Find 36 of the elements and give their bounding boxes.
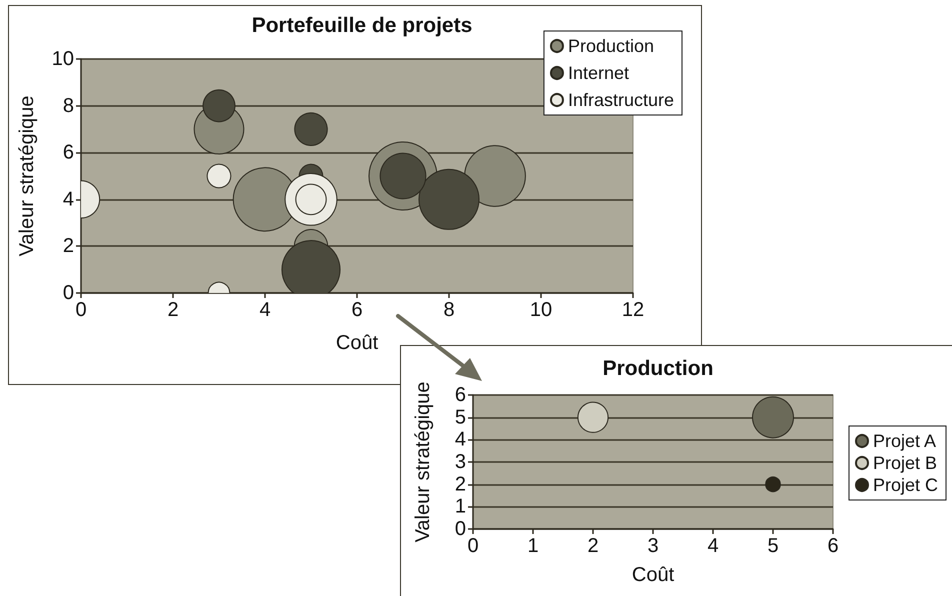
x-tick-label: 4 [259,299,271,321]
y-axis-title: Valeur stratégique [16,96,38,256]
x-tick-label: 2 [167,299,179,321]
legend-label: Internet [568,63,630,83]
legend-label: Infrastructure [568,90,674,110]
y-tick-label: 2 [454,473,466,496]
y-tick-label: 2 [62,235,74,258]
y-tick-label: 3 [454,451,466,473]
x-tick-label: 10 [530,299,552,321]
x-tick-label: 3 [647,535,659,557]
y-tick-label: 10 [52,48,74,70]
y-tick-label: 0 [454,518,466,540]
legend-label: Projet C [873,475,938,495]
x-tick-label: 1 [527,535,539,557]
y-tick-label: 4 [454,428,466,451]
y-tick-label: 1 [454,496,466,518]
y-tick-label: 6 [454,384,466,406]
y-tick-label: 0 [62,282,74,304]
chart-title: Portefeuille de projets [252,14,472,37]
y-tick-label: 8 [62,94,74,117]
x-tick-label: 6 [827,535,839,557]
x-tick-label: 12 [622,299,644,321]
legend-label: Production [568,36,654,56]
y-tick-label: 5 [454,406,466,428]
y-tick-label: 6 [62,142,74,164]
x-axis-title: Coût [336,332,379,354]
legend-label: Projet A [873,431,936,451]
y-tick-label: 4 [62,188,74,210]
legend-label: Projet B [873,453,938,473]
x-tick-label: 5 [767,535,779,557]
x-tick-label: 4 [707,535,719,557]
x-tick-label: 6 [351,299,363,321]
chart-title: Production [602,357,714,380]
y-axis-title: Valeur stratégique [412,382,434,542]
x-axis-title: Coût [632,564,675,586]
x-tick-label: 2 [587,535,599,557]
